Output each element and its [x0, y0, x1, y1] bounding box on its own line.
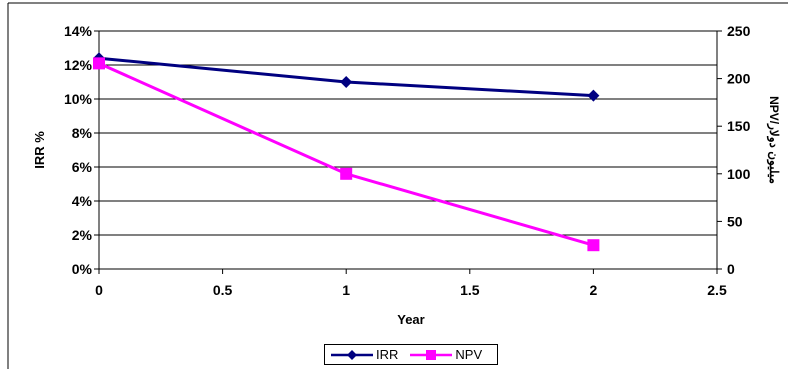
y-tick-label: 14% [64, 23, 93, 39]
y-tick-label: 2% [72, 227, 93, 243]
y-tick-label: 0% [72, 261, 93, 277]
data-point-npv [587, 239, 600, 252]
y-axis-title-left: IRR % [32, 131, 47, 169]
y2-tick-label: 200 [727, 71, 751, 87]
legend-label-npv: NPV [455, 347, 483, 362]
legend-label-irr: IRR [376, 347, 399, 362]
y-tick-label: 8% [72, 125, 93, 141]
legend-item-npv: NPV [410, 347, 488, 362]
x-tick-label: 0 [95, 282, 103, 298]
y2-tick-label: 100 [727, 166, 751, 182]
y-tick-label: 6% [72, 159, 93, 175]
x-tick-label: 2.5 [707, 282, 727, 298]
x-tick-label: 2 [590, 282, 598, 298]
x-axis-title: Year [397, 312, 424, 327]
y2-tick-label: 150 [727, 118, 751, 134]
legend-item-irr: IRR [331, 347, 404, 362]
data-point-npv [93, 57, 105, 70]
data-point-irr [587, 89, 600, 102]
legend: IRR NPV [324, 344, 498, 365]
npv-swatch-icon [410, 349, 453, 360]
y2-tick-label: 50 [727, 213, 743, 229]
y2-tick-label: 0 [727, 261, 735, 277]
y-tick-label: 12% [64, 57, 93, 73]
data-point-irr [340, 76, 353, 88]
x-tick-label: 1.5 [460, 282, 480, 298]
y-tick-label: 4% [72, 193, 93, 209]
y-axis-title-right: NPV/ميليون دولار [766, 96, 781, 184]
y2-tick-label: 250 [727, 23, 751, 39]
y-tick-label: 10% [64, 91, 93, 107]
data-point-npv [340, 167, 353, 180]
irr-swatch-icon [331, 349, 373, 360]
x-tick-label: 0.5 [213, 282, 233, 298]
x-tick-label: 1 [342, 282, 350, 298]
